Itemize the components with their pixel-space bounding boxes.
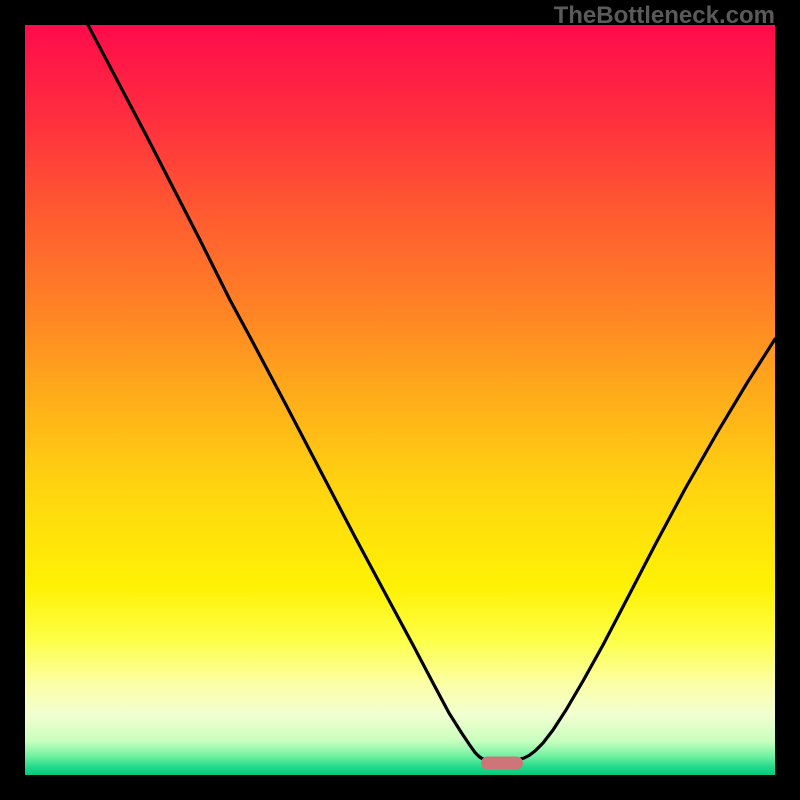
chart-svg (25, 25, 775, 775)
outer-frame: TheBottleneck.com (0, 0, 800, 800)
plot-area (25, 25, 775, 775)
optimal-marker (481, 757, 523, 770)
gradient-background (25, 25, 775, 775)
watermark-text: TheBottleneck.com (554, 2, 775, 30)
